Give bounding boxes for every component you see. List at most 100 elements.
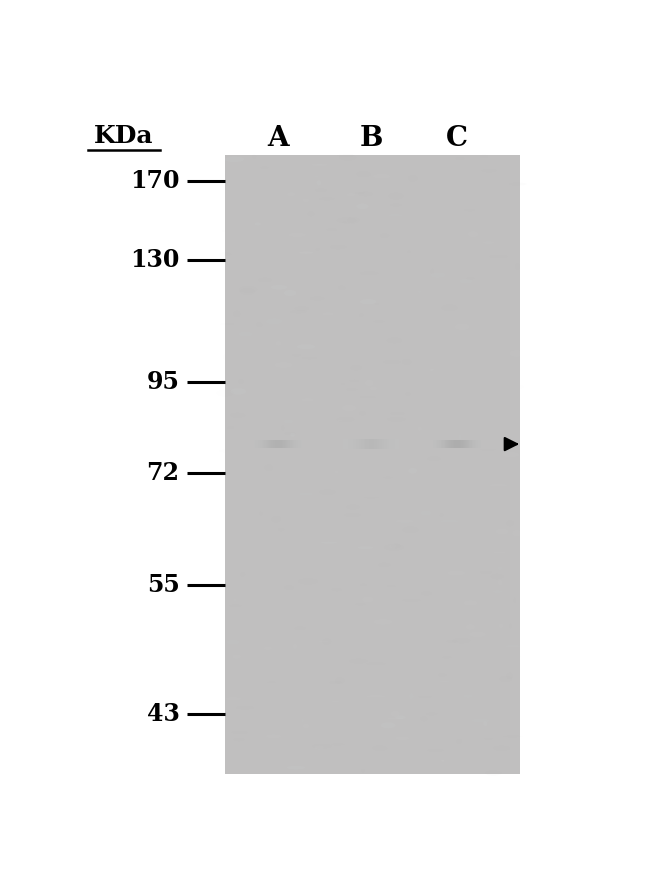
Bar	[387, 439, 389, 449]
Bar	[436, 440, 437, 448]
Bar	[458, 440, 460, 448]
Bar	[398, 439, 399, 449]
Bar	[474, 440, 475, 448]
Bar	[356, 439, 358, 449]
Bar	[300, 440, 302, 448]
Bar	[442, 440, 443, 448]
Bar	[273, 440, 274, 448]
Bar	[296, 440, 297, 448]
Text: 170: 170	[130, 169, 179, 193]
Bar	[390, 439, 392, 449]
Bar	[267, 440, 268, 448]
Bar	[288, 440, 289, 448]
Bar	[379, 439, 381, 449]
Bar	[380, 439, 382, 449]
Bar	[376, 439, 377, 449]
Bar	[370, 439, 371, 449]
Bar	[276, 440, 278, 448]
Bar	[262, 440, 263, 448]
Bar	[477, 440, 478, 448]
Bar	[270, 440, 272, 448]
Bar	[284, 440, 285, 448]
Bar	[301, 440, 302, 448]
Bar	[268, 440, 270, 448]
Bar	[438, 440, 439, 448]
Bar	[254, 440, 255, 448]
Bar	[473, 440, 474, 448]
Bar	[281, 440, 283, 448]
Bar	[369, 439, 370, 449]
Bar	[476, 440, 477, 448]
Bar	[274, 440, 275, 448]
Bar	[448, 440, 449, 448]
Text: 95: 95	[147, 371, 179, 394]
Bar	[378, 439, 380, 449]
Bar	[350, 439, 351, 449]
Bar	[357, 439, 359, 449]
Text: KDa: KDa	[94, 124, 154, 148]
Bar	[441, 440, 442, 448]
Bar	[278, 440, 280, 448]
Bar	[387, 439, 388, 449]
Bar	[293, 440, 294, 448]
Bar	[445, 440, 447, 448]
Bar	[441, 440, 443, 448]
Text: 72: 72	[146, 461, 179, 485]
Bar	[456, 440, 458, 448]
Bar	[360, 439, 361, 449]
Bar	[270, 440, 271, 448]
Bar	[392, 439, 393, 449]
Bar	[358, 439, 359, 449]
Bar	[395, 439, 396, 449]
Bar	[349, 439, 350, 449]
Bar	[274, 440, 276, 448]
Bar	[294, 440, 295, 448]
Bar	[446, 440, 447, 448]
Bar	[287, 440, 289, 448]
Bar	[456, 440, 457, 448]
Bar	[367, 439, 369, 449]
Text: 130: 130	[130, 248, 179, 271]
Bar	[365, 439, 367, 449]
Bar	[473, 440, 474, 448]
Bar	[343, 439, 344, 449]
Bar	[299, 440, 300, 448]
Bar	[354, 439, 355, 449]
Bar	[361, 439, 363, 449]
Bar	[289, 440, 290, 448]
Bar	[462, 440, 463, 448]
Bar	[470, 440, 471, 448]
Bar	[258, 440, 259, 448]
Bar	[374, 439, 375, 449]
Bar	[283, 440, 285, 448]
Bar	[259, 440, 261, 448]
Bar	[287, 440, 288, 448]
Bar	[448, 440, 450, 448]
Bar	[347, 439, 348, 449]
Bar	[447, 440, 448, 448]
Bar	[363, 439, 365, 449]
Bar	[396, 439, 397, 449]
Bar	[385, 439, 386, 449]
Bar	[277, 440, 278, 448]
Bar	[469, 440, 471, 448]
Bar	[371, 439, 372, 449]
Bar	[376, 439, 378, 449]
Bar	[365, 439, 366, 449]
Bar	[391, 439, 393, 449]
Bar	[396, 439, 398, 449]
Bar	[259, 440, 260, 448]
Bar	[437, 440, 439, 448]
Bar	[443, 440, 445, 448]
Bar	[359, 439, 360, 449]
Bar	[449, 440, 450, 448]
Bar	[278, 440, 279, 448]
Bar	[434, 440, 435, 448]
Bar	[354, 439, 356, 449]
Bar	[257, 440, 258, 448]
Bar	[280, 440, 281, 448]
Bar	[378, 439, 379, 449]
Bar	[455, 440, 456, 448]
Bar	[394, 439, 395, 449]
Bar	[475, 440, 476, 448]
